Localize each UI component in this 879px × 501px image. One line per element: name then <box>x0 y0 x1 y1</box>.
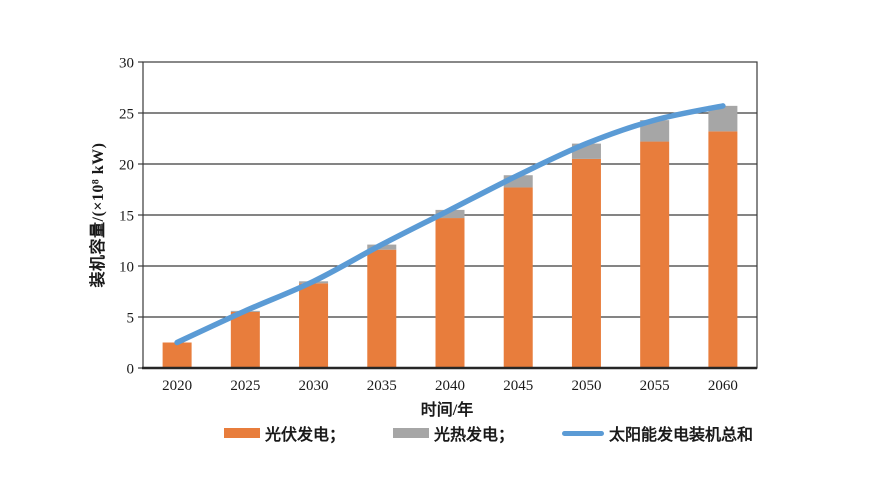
bar-pv-2055 <box>640 141 670 368</box>
bar-csp-2055 <box>640 120 670 142</box>
legend-label-total: 太阳能发电装机总和 <box>609 427 754 444</box>
y-tick-label-15: 15 <box>119 208 134 224</box>
bar-pv-2045 <box>503 187 533 368</box>
x-tick-label-2050: 2050 <box>571 378 601 394</box>
x-tick-label-2035: 2035 <box>367 378 397 394</box>
bar-pv-2020 <box>162 342 192 368</box>
x-tick-label-2060: 2060 <box>708 378 738 394</box>
bar-pv-2060 <box>708 131 738 368</box>
total-line-swatch-icon <box>562 430 605 436</box>
x-tick-label-2020: 2020 <box>162 378 192 394</box>
legend-item-total: 太阳能发电装机总和 <box>562 421 753 445</box>
legend-item-pv: 光伏发电； <box>224 421 345 445</box>
x-tick-label-2055: 2055 <box>640 378 670 394</box>
y-tick-label-5: 5 <box>127 310 135 326</box>
y-tick-label-30: 30 <box>119 55 134 71</box>
x-tick-label-2040: 2040 <box>435 378 465 394</box>
bar-pv-2035 <box>367 249 397 368</box>
bar-pv-2030 <box>299 283 329 368</box>
y-tick-label-10: 10 <box>119 259 134 275</box>
x-tick-label-2045: 2045 <box>503 378 533 394</box>
y-tick-label-20: 20 <box>119 157 134 173</box>
csp-bar-swatch-icon <box>393 428 430 438</box>
bar-pv-2050 <box>571 158 601 368</box>
bar-csp-2040 <box>435 209 465 219</box>
x-axis-title: 时间/年 <box>420 402 474 419</box>
y-tick-label-25: 25 <box>119 106 134 122</box>
y-tick-label-0: 0 <box>127 361 135 377</box>
legend-item-csp: 光热发电； <box>393 421 514 445</box>
y-axis-title: 装机容量/(×10⁸ kW) <box>90 142 107 288</box>
x-tick-label-2025: 2025 <box>230 378 260 394</box>
bar-pv-2040 <box>435 218 465 368</box>
x-tick-label-2030: 2030 <box>299 378 329 394</box>
legend: 光伏发电； 光热发电； 太阳能发电装机总和 <box>224 421 753 445</box>
bar-pv-2025 <box>230 311 260 368</box>
legend-label-csp: 光热发电； <box>434 427 515 444</box>
legend-label-pv: 光伏发电； <box>265 427 346 444</box>
total-line <box>174 103 726 346</box>
pv-bar-swatch-icon <box>224 428 260 438</box>
